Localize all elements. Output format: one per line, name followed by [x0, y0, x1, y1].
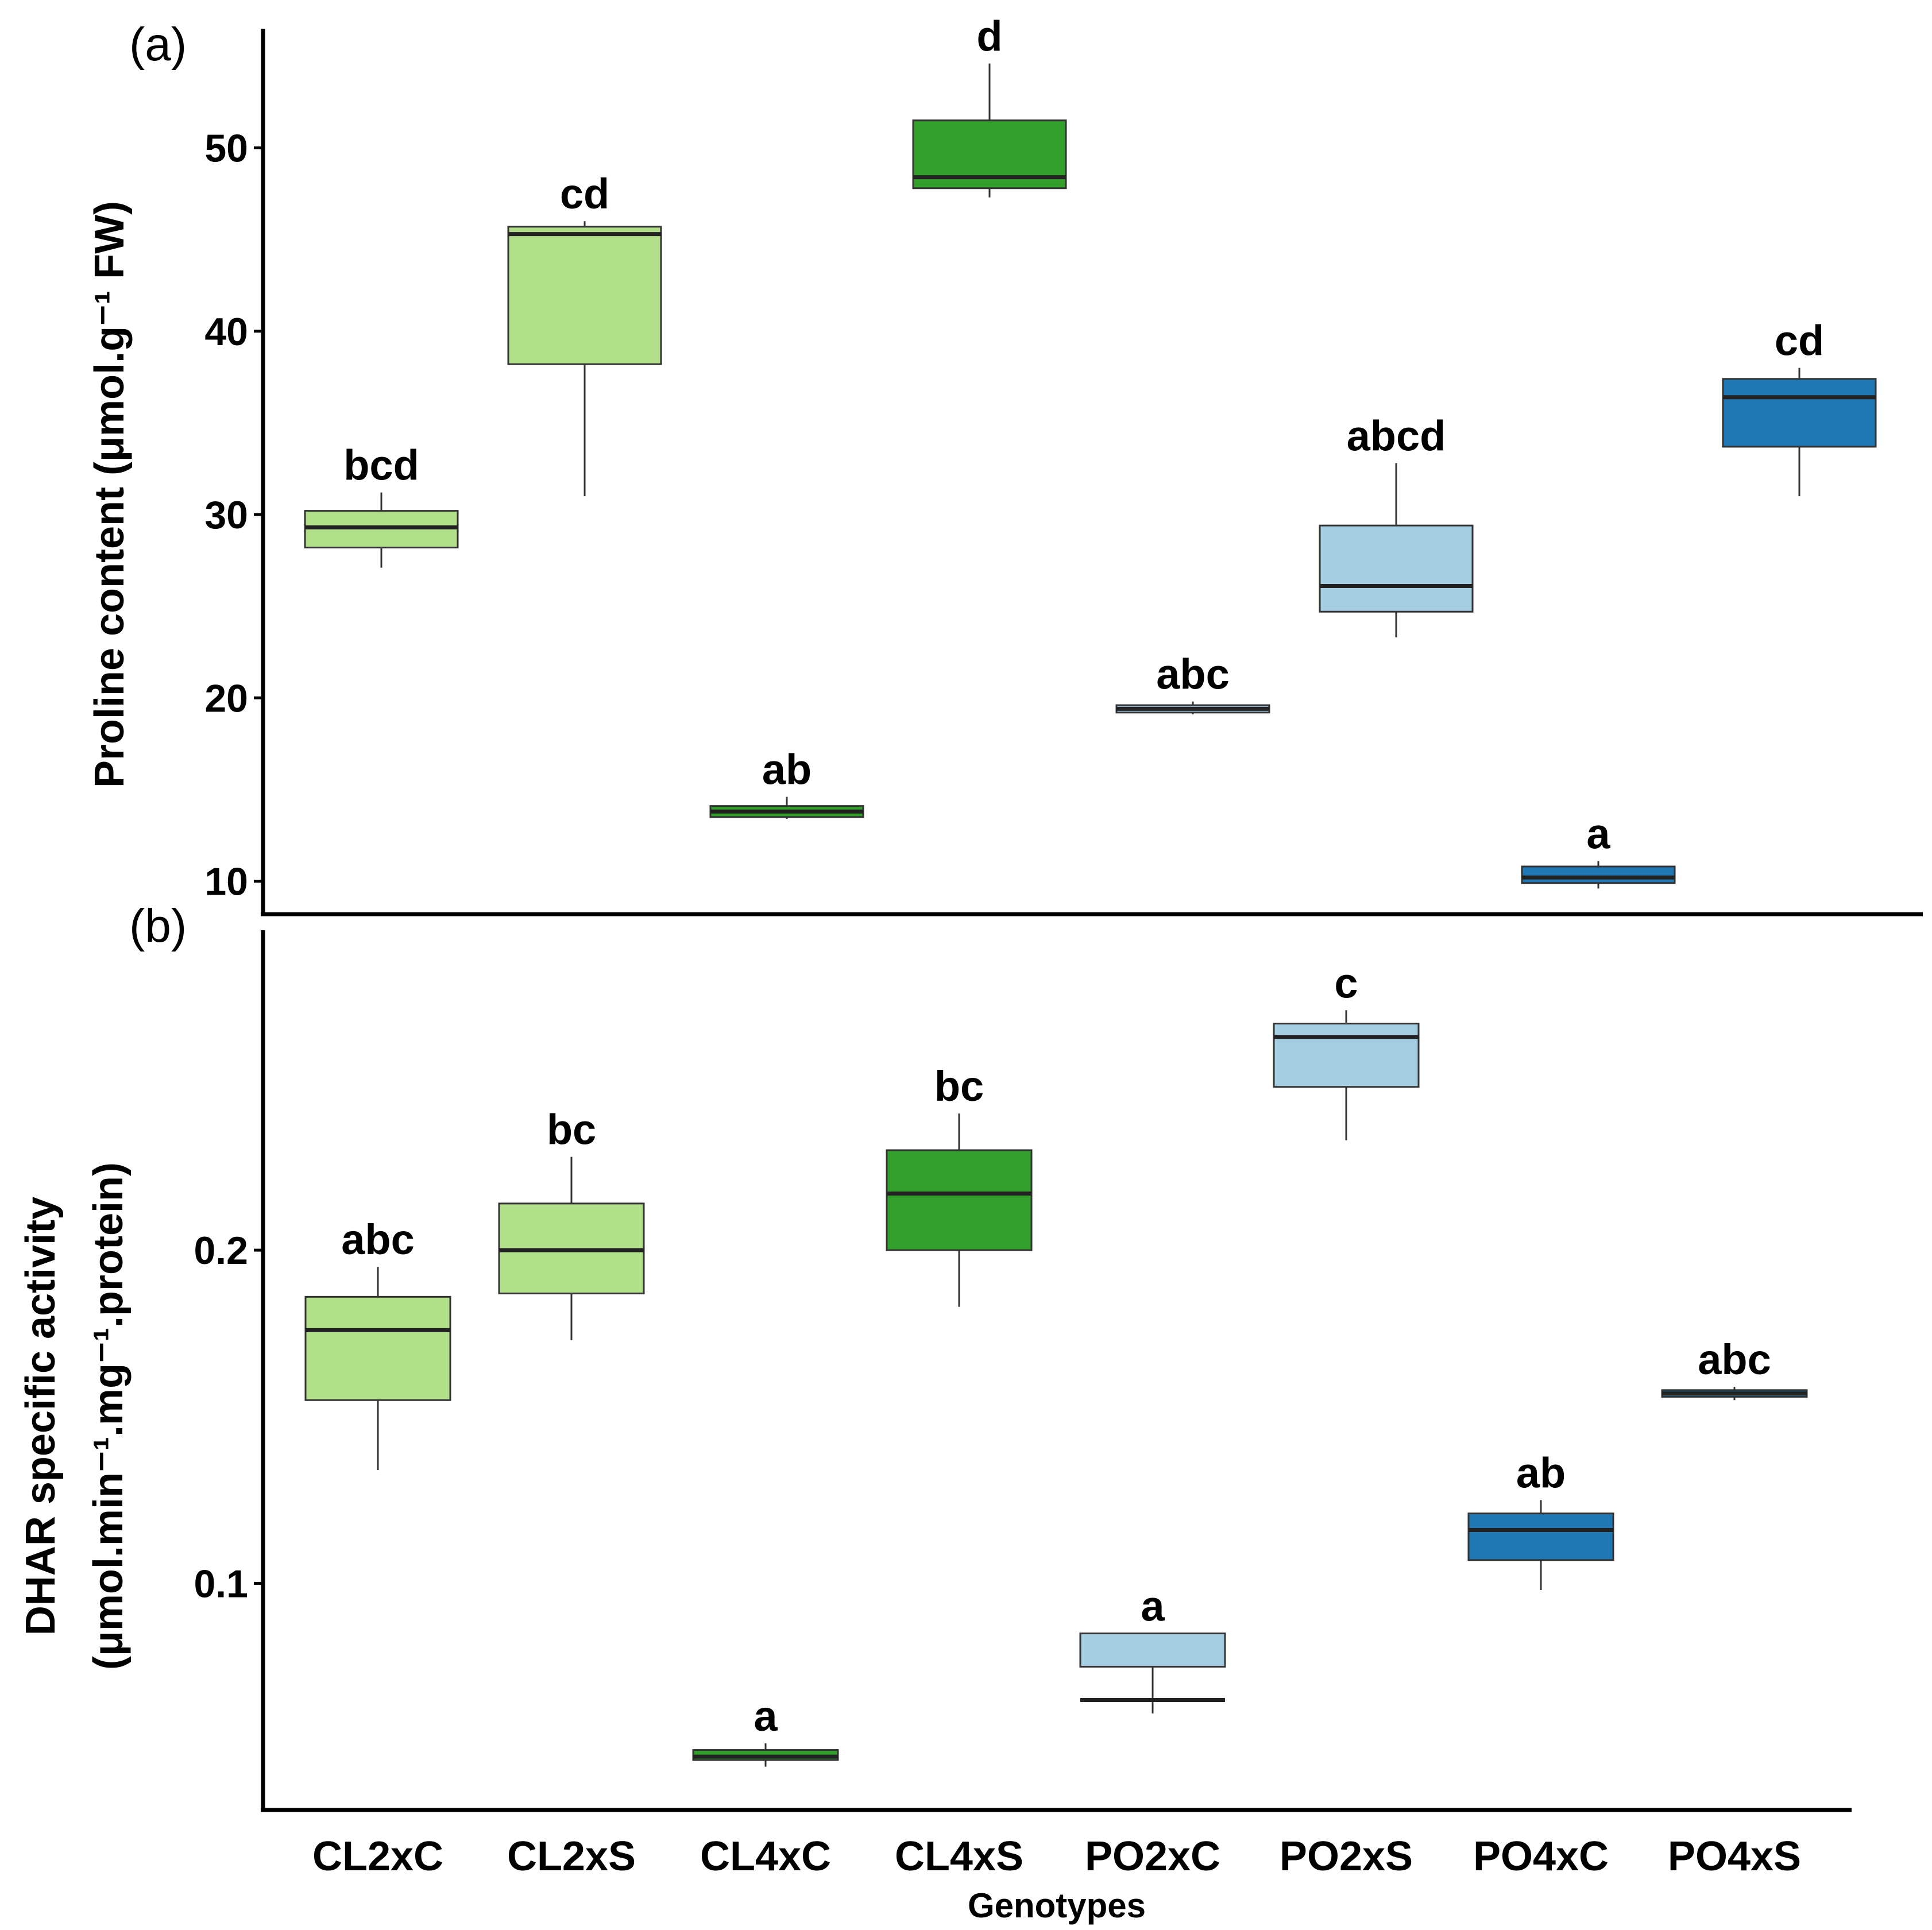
y-tick-label: 40	[204, 310, 248, 354]
significance-label: a	[754, 1692, 778, 1740]
x-tick-label: CL4xS	[895, 1834, 1023, 1879]
x-tick-label: CL2xS	[507, 1834, 636, 1879]
x-tick-label: PO2xC	[1085, 1834, 1220, 1879]
significance-label: cd	[560, 170, 609, 218]
box-rect	[1273, 1022, 1420, 1088]
box-rect	[1079, 1632, 1226, 1668]
y-tick-label: 0.1	[194, 1562, 248, 1606]
x-tick-label: CL4xC	[700, 1834, 831, 1879]
box-po2xs: abcd	[1319, 412, 1474, 637]
significance-label: a	[1141, 1582, 1165, 1630]
significance-label: bc	[934, 1062, 984, 1110]
significance-label: d	[976, 13, 1002, 60]
y-axis-title-line2: (μmol.min⁻¹.mg⁻¹.protein)	[86, 1162, 132, 1670]
y-tick-label: 20	[204, 676, 248, 720]
x-axis-title: Genotypes	[968, 1886, 1146, 1925]
box-cl2xs: bc	[498, 1106, 645, 1340]
significance-label: cd	[1775, 317, 1824, 365]
box-cl4xc: a	[692, 1692, 839, 1767]
significance-label: abcd	[1347, 412, 1446, 460]
y-axis-title-line1: DHAR specific activity	[18, 1197, 64, 1635]
box-cl4xs: d	[912, 13, 1067, 198]
y-tick-label: 30	[204, 493, 248, 537]
significance-label: abc	[1156, 651, 1230, 698]
box-po4xs: cd	[1722, 317, 1877, 497]
box-rect	[1521, 865, 1676, 884]
significance-label: ab	[1516, 1449, 1566, 1496]
box-rect	[507, 226, 662, 365]
y-tick-label: 10	[204, 860, 248, 904]
box-rect	[1319, 524, 1474, 613]
box-po2xs: c	[1273, 959, 1420, 1140]
panel-label: (a)	[129, 18, 187, 71]
box-po4xc: ab	[1467, 1449, 1614, 1590]
box-po4xs: abc	[1661, 1336, 1808, 1401]
box-po4xc: a	[1521, 810, 1676, 889]
box-po2xc: a	[1079, 1582, 1226, 1714]
box-cl2xc: abc	[304, 1216, 451, 1471]
significance-label: a	[1586, 810, 1610, 857]
y-tick-label: 50	[204, 127, 248, 171]
x-tick-label: PO2xS	[1280, 1834, 1413, 1879]
significance-label: ab	[762, 746, 812, 794]
box-rect	[1722, 378, 1877, 448]
box-cl4xc: ab	[709, 746, 864, 819]
box-cl4xs: bc	[886, 1062, 1033, 1307]
y-tick-label: 0.2	[194, 1229, 248, 1273]
box-cl2xs: cd	[507, 170, 662, 497]
significance-label: bc	[547, 1106, 596, 1154]
box-rect	[304, 1295, 451, 1401]
box-rect	[1467, 1513, 1614, 1561]
significance-label: bcd	[343, 442, 419, 489]
significance-label: abc	[1698, 1336, 1771, 1383]
significance-label: abc	[341, 1216, 415, 1263]
panel-label: (b)	[129, 900, 187, 952]
panel-a: (a) 10 20 30 40 50 Proline content (μmol.g⁻¹ F…	[87, 13, 1923, 916]
box-cl2xc: bcd	[304, 442, 459, 568]
y-axis-title: Proline content (μmol.g⁻¹ FW)	[87, 201, 133, 788]
significance-label: c	[1334, 959, 1358, 1007]
x-tick-label: PO4xS	[1668, 1834, 1801, 1879]
box-po2xc: abc	[1115, 651, 1270, 715]
panel-b: (b) 0.1 0.2 DHAR specific activity (μmol.min…	[18, 900, 1852, 1925]
box-rect	[886, 1149, 1033, 1251]
x-tick-label: PO4xC	[1473, 1834, 1609, 1879]
x-tick-label: CL2xC	[312, 1834, 443, 1879]
